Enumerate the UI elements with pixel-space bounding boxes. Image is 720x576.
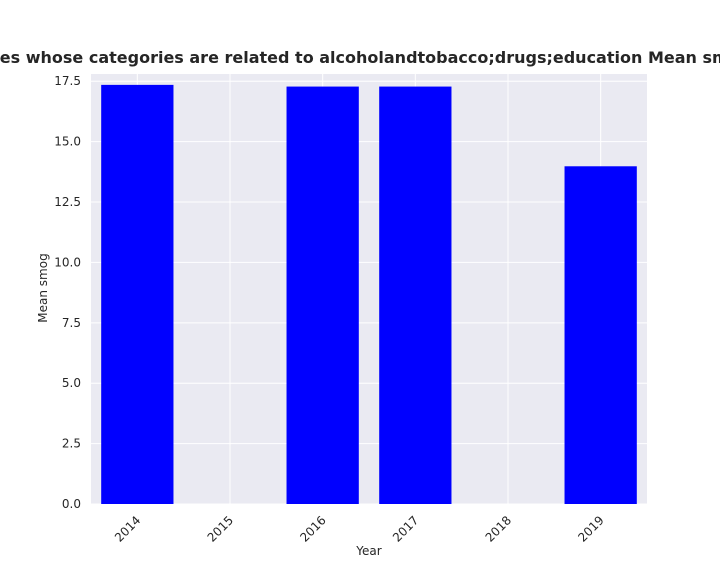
x-axis: 2014 2015 2016 2017 2018 2019 xyxy=(112,513,607,544)
y-axis: 0.0 2.5 5.0 7.5 10.0 12.5 15.0 17.5 xyxy=(54,74,81,511)
x-tick-label: 2014 xyxy=(112,513,143,544)
y-tick-label: 12.5 xyxy=(54,195,81,209)
bar-2014 xyxy=(101,84,174,504)
x-tick-label: 2019 xyxy=(575,513,606,544)
y-tick-label: 5.0 xyxy=(62,376,81,390)
bar-2016 xyxy=(286,86,359,504)
y-tick-label: 10.0 xyxy=(54,255,81,269)
x-axis-label: Year xyxy=(355,544,381,558)
y-tick-label: 15.0 xyxy=(54,135,81,149)
bar-2017 xyxy=(379,86,452,504)
plot-area xyxy=(91,74,647,505)
y-tick-label: 7.5 xyxy=(62,316,81,330)
y-axis-label: Mean smog xyxy=(36,253,50,322)
x-tick-label: 2016 xyxy=(297,513,328,544)
y-tick-label: 2.5 xyxy=(62,437,81,451)
x-tick-label: 2015 xyxy=(205,513,236,544)
x-tick-label: 2017 xyxy=(390,513,421,544)
plot-background xyxy=(91,74,647,504)
y-tick-label: 17.5 xyxy=(54,74,81,88)
y-tick-label: 0.0 xyxy=(62,497,81,511)
bar-2019 xyxy=(564,166,637,505)
bars xyxy=(101,84,637,505)
chart-title: Mean smog of privacy policies whose cate… xyxy=(0,48,720,67)
x-tick-label: 2018 xyxy=(483,513,514,544)
